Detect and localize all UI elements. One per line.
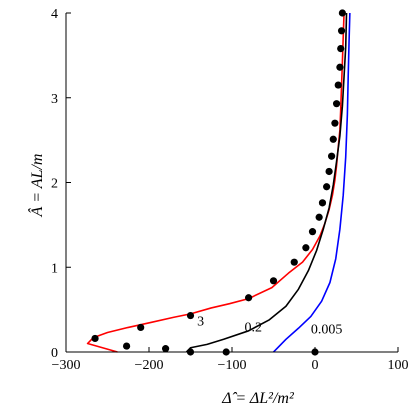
x-tick-label: −200 [135, 358, 164, 373]
y-tick-label: 0 [51, 346, 58, 361]
data-point [337, 44, 345, 53]
data-point [186, 311, 195, 320]
data-point [308, 228, 317, 236]
curve-annotation: 0.005 [311, 322, 343, 337]
data-point [91, 334, 99, 343]
data-point [323, 183, 331, 191]
data-point [315, 213, 323, 221]
x-axis-label: Δ̂ = ΔL²/m² [221, 390, 295, 407]
data-point [331, 119, 339, 127]
y-tick-label: 4 [51, 7, 58, 22]
data-point [302, 244, 310, 252]
curve-annotation: 3 [197, 315, 204, 330]
data-point [332, 100, 341, 108]
plot-layer [86, 9, 351, 356]
data-point [336, 63, 344, 71]
data-point [269, 277, 278, 285]
series-line-3 [86, 12, 345, 353]
data-point [328, 152, 336, 160]
data-point [245, 294, 253, 302]
data-point [334, 81, 342, 89]
data-point [318, 199, 327, 207]
data-point [122, 342, 131, 350]
data-point [162, 345, 170, 353]
axis-layer: −300 −200 −100 0 100 0 1 2 3 4 3 0.2 0.005 [51, 7, 409, 373]
y-axis-label: Â = AL/m [27, 154, 46, 218]
data-point [290, 258, 298, 266]
data-point [337, 27, 346, 35]
curve-annotation: 0.2 [244, 321, 262, 336]
x-tick-label: 100 [388, 358, 409, 373]
data-point [329, 135, 337, 143]
x-tick-label: −100 [218, 358, 247, 373]
series-line-0.2 [185, 12, 348, 353]
y-tick-label: 2 [51, 177, 58, 192]
x-tick-label: −300 [52, 358, 81, 373]
data-point [137, 323, 145, 332]
y-tick-label: 1 [51, 261, 58, 276]
data-point [338, 9, 346, 17]
data-point [325, 167, 333, 176]
x-tick-label: 0 [312, 358, 319, 373]
series-line-0.005 [272, 12, 351, 353]
y-tick-label: 3 [51, 92, 58, 107]
